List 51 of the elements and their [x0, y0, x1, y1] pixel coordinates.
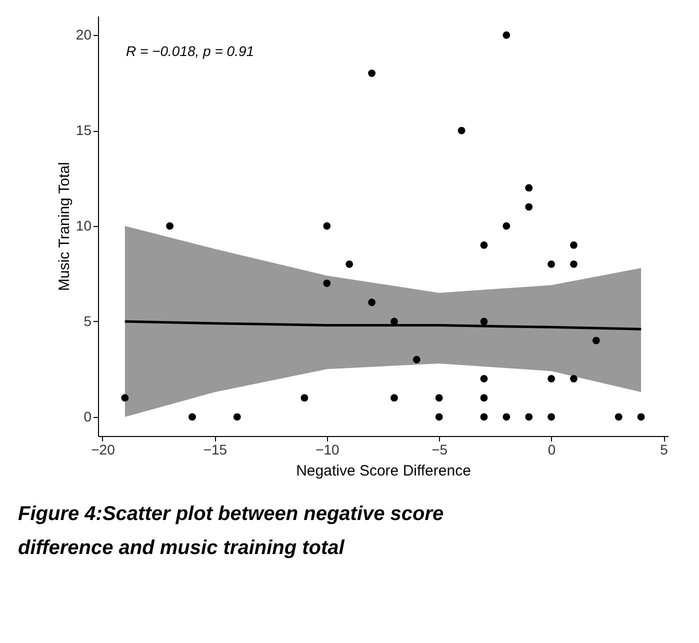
y-tick-label: 0 — [84, 408, 92, 424]
point — [570, 260, 578, 268]
point — [570, 375, 578, 382]
point — [323, 222, 331, 230]
y-tick-label: 10 — [76, 218, 92, 234]
point — [614, 413, 622, 421]
point — [570, 241, 578, 249]
point — [458, 126, 466, 134]
x-tick-label: −5 — [432, 442, 448, 458]
point — [548, 260, 556, 268]
x-axis-title: Negative Score Difference — [296, 462, 471, 480]
point — [121, 394, 129, 402]
y-tick-label: 5 — [84, 312, 92, 329]
x-tick-label: −15 — [203, 442, 228, 458]
point — [480, 318, 488, 326]
point — [188, 413, 196, 421]
x-tick-label: −20 — [91, 442, 116, 458]
x-tick-label: 0 — [548, 442, 556, 458]
x-tick-label: 5 — [660, 442, 668, 458]
annotation: R = −0.018, p = 0.91 — [126, 43, 254, 59]
point — [390, 394, 398, 402]
y-tick-label: 15 — [76, 122, 92, 138]
point — [548, 413, 556, 421]
point — [435, 413, 443, 421]
point — [368, 298, 376, 306]
point — [592, 336, 600, 344]
point — [502, 413, 510, 421]
point — [435, 394, 443, 402]
line-series — [124, 320, 642, 330]
point — [502, 31, 510, 39]
point — [412, 356, 420, 364]
point — [525, 413, 533, 421]
point — [480, 241, 488, 249]
point — [368, 70, 376, 77]
point — [480, 394, 488, 402]
point — [346, 260, 354, 268]
point — [548, 375, 556, 382]
point — [323, 280, 331, 287]
point — [525, 184, 533, 192]
y-tick-label: 20 — [76, 26, 92, 43]
point — [502, 222, 510, 230]
y-axis-title: Music Traning Total — [56, 162, 73, 291]
point — [637, 413, 645, 421]
point — [480, 375, 488, 382]
point — [525, 203, 533, 211]
caption: Figure 4:Scatter plot between negative score difference and music training total — [18, 503, 444, 559]
point — [480, 413, 488, 421]
x-tick-label: −10 — [316, 442, 340, 458]
point — [233, 413, 241, 421]
point — [166, 222, 174, 230]
point — [300, 394, 308, 402]
